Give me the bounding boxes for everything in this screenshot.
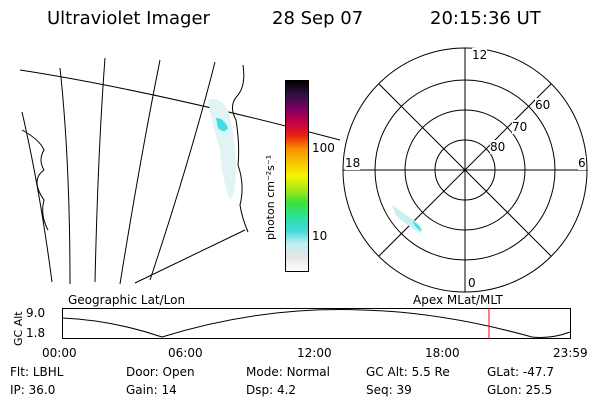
status-glon: GLon: 25.5 [487,383,553,397]
orbit-x-tick-1: 06:00 [168,346,203,360]
coastline-south-america [232,64,249,233]
colorbar-unit-label: photon cm⁻²s⁻¹ [264,154,277,240]
orbit-y-bottom: 1.8 [26,326,46,340]
map-grid-bottom [134,229,246,284]
instrument-title: Ultraviolet Imager [47,8,210,29]
orbit-x-tick-0: 00:00 [42,346,77,360]
status-door: Door: Open [126,365,195,379]
aurora-patch-polar [392,205,422,233]
polar-lat-80: 80 [490,140,506,154]
orbit-altitude-curve [61,309,571,338]
orbit-altitude-plot [61,308,571,339]
polar-label-6: 6 [578,156,586,170]
orbit-x-tick-4: 23:59 [553,346,588,360]
polar-label-0: 0 [468,276,476,290]
status-dsp: Dsp: 4.2 [246,383,297,397]
status-flt: Flt: LBHL [10,365,64,379]
map-meridian-5 [149,61,216,281]
map-meridian-3 [94,57,106,283]
orbit-y-top: 9.0 [26,306,46,320]
status-gain: Gain: 14 [126,383,177,397]
polar-lat-60: 60 [535,98,551,112]
orbit-x-tick-2: 12:00 [297,346,332,360]
date-label: 28 Sep 07 [272,8,364,29]
time-label: 20:15:36 UT [430,8,541,29]
orbit-left-title: Geographic Lat/Lon [68,293,186,307]
orbit-axis-label: GC Alt [12,311,25,346]
aurora-core-geographic [216,118,228,131]
aurora-patch-geographic [208,98,236,200]
status-mode: Mode: Normal [246,365,330,379]
aurora-core-polar [412,221,422,231]
status-gc-alt: GC Alt: 5.5 Re [366,365,450,379]
status-ip: IP: 36.0 [10,383,56,397]
polar-plot [342,47,588,293]
status-seq: Seq: 39 [366,383,412,397]
coastline-africa [21,129,49,231]
colorbar [285,80,309,272]
colorbar-tick-100: 100 [312,141,335,155]
orbit-right-title: Apex MLat/MLT [413,293,503,307]
polar-label-12: 12 [472,48,488,62]
colorbar-tick-10: 10 [312,229,328,243]
status-glat: GLat: -47.7 [487,365,554,379]
map-meridian-4 [119,59,161,285]
polar-label-18: 18 [345,156,361,170]
geographic-map [19,57,341,285]
polar-lat-70: 70 [512,120,528,134]
map-meridian-1 [21,111,53,283]
map-meridian-2 [59,67,71,285]
orbit-x-tick-3: 18:00 [425,346,460,360]
